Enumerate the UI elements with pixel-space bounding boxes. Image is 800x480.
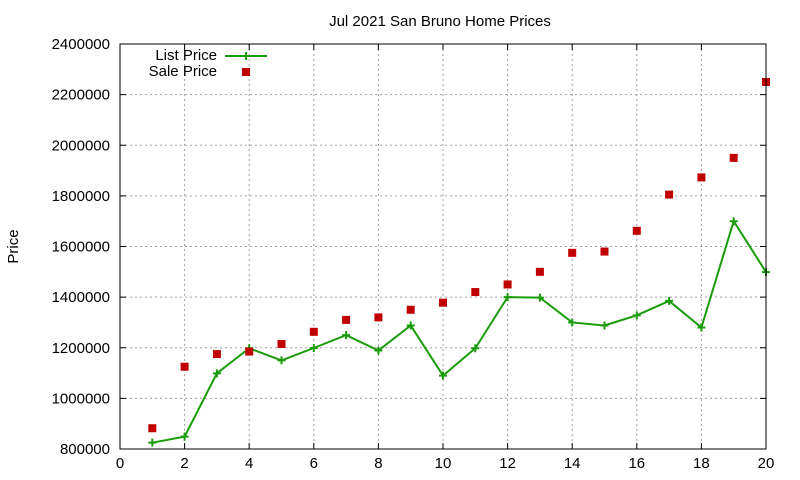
list-price-point [568, 318, 577, 327]
list-price-point [148, 438, 157, 447]
x-tick-label: 12 [499, 455, 516, 472]
list-price-point [180, 432, 189, 441]
x-tick-label: 2 [180, 455, 188, 472]
list-price-point [697, 323, 706, 332]
tick-labels: 0 2 4 6 8 10 12 14 16 18 20 800000 1000000 1200000 140… [52, 36, 775, 472]
x-tick-label: 20 [758, 455, 775, 472]
y-tick-label: 1200000 [52, 340, 110, 357]
sale-price-point [535, 267, 544, 276]
sale-price-point [406, 305, 415, 314]
x-tick-label: 14 [564, 455, 581, 472]
y-tick-label: 2000000 [52, 137, 110, 154]
y-tick-label: 800000 [60, 441, 110, 458]
x-tick-label: 6 [310, 455, 318, 472]
sale-price-point [245, 347, 254, 356]
list-price-point [535, 293, 544, 302]
list-price-point [471, 344, 480, 353]
list-price-point [277, 356, 286, 365]
x-tick-label: 8 [374, 455, 382, 472]
sale-price-point [148, 424, 157, 433]
list-price-point [665, 296, 674, 305]
y-tick-label: 2400000 [52, 36, 110, 53]
sale-price-point [503, 280, 512, 289]
list-price-point [503, 293, 512, 302]
data-series [148, 77, 770, 447]
sale-price-point [600, 247, 609, 256]
x-tick-label: 4 [245, 455, 253, 472]
legend-marker-list-price [242, 52, 250, 60]
sale-price-point [180, 362, 189, 371]
sale-price-point [729, 153, 738, 162]
y-tick-label: 2200000 [52, 87, 110, 104]
y-tick-label: 1800000 [52, 188, 110, 205]
x-tick-label: 18 [693, 455, 710, 472]
y-tick-label: 1400000 [52, 289, 110, 306]
y-axis-label: Price [5, 229, 22, 263]
list-price-point [406, 321, 415, 330]
legend-label-sale-price: Sale Price [149, 63, 217, 80]
sale-price-point [374, 313, 383, 322]
list-price-line [152, 218, 767, 444]
sale-price-point [665, 190, 674, 199]
sale-price-point [342, 315, 351, 324]
x-tick-label: 16 [628, 455, 645, 472]
legend-marker-sale-price [242, 68, 250, 76]
sale-price-point [439, 298, 447, 307]
sale-price-point [568, 248, 577, 257]
list-price-point [729, 217, 738, 226]
list-price-point [212, 369, 221, 378]
y-tick-label: 1000000 [52, 390, 110, 407]
list-price-point [439, 371, 447, 380]
list-price-point [342, 331, 351, 340]
plot-frame [119, 43, 767, 450]
list-price-point [374, 346, 383, 355]
sale-price-point [632, 226, 641, 235]
list-price-point [600, 321, 609, 330]
x-tick-label: 10 [435, 455, 452, 472]
sale-price-point [471, 288, 480, 297]
sale-price-point [309, 327, 318, 336]
list-price-point [309, 344, 318, 353]
sale-price-point [697, 173, 706, 182]
sale-price-point [277, 339, 286, 348]
sale-price-point [212, 350, 221, 359]
x-tick-label: 0 [116, 455, 124, 472]
y-tick-label: 1600000 [52, 239, 110, 256]
legend-label-list-price: List Price [155, 47, 217, 64]
chart-title: Jul 2021 San Bruno Home Prices [329, 13, 551, 30]
list-price-point [632, 311, 641, 320]
